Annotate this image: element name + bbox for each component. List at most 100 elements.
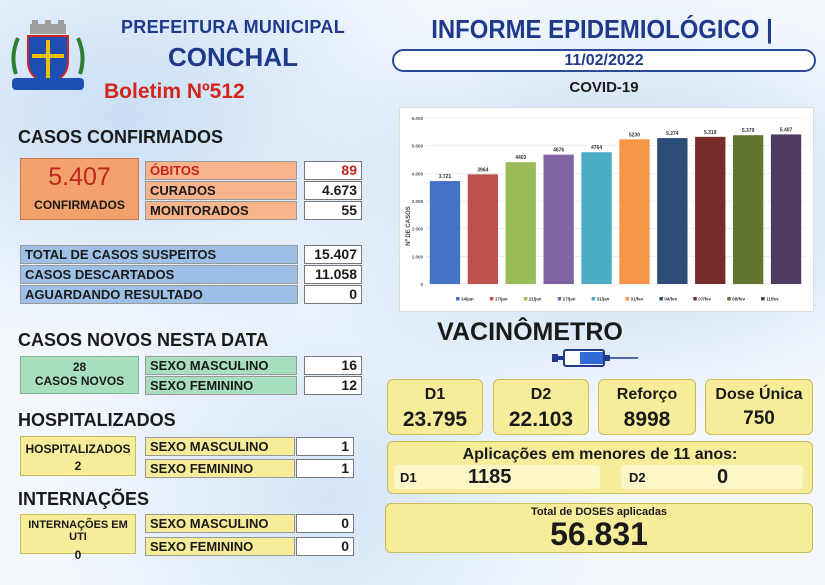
legend-label: 31/jan [597,297,610,302]
legend-label: 04/fev [664,297,677,302]
minors-d1-value: 1185 [468,466,512,488]
new-male-label: SEXO MASCULINO [145,356,297,375]
icu-female-value: 0 [296,537,354,556]
section-new-cases: CASOS NOVOS NESTA DATA [18,330,269,350]
legend-label: 14/jan [461,297,474,302]
bar [770,134,802,284]
legend-swatch [693,297,697,301]
legend-swatch [659,297,663,301]
bar-value-label: 5.407 [780,127,793,133]
deaths-value: 89 [304,161,362,180]
bar [732,135,764,284]
icu-count: 0 [74,548,82,562]
y-tick-label: 2.000 [412,227,424,232]
chart-title: COVID-19 [569,79,639,96]
bar [505,162,536,284]
legend-swatch [727,297,731,301]
legend-label: 07/fev [698,297,711,302]
new-cases-box: 28 CASOS NOVOS [20,356,139,394]
total-doses-card: Total de DOSES aplicadas 56.831 [385,503,813,553]
legend-label: 01/fev [631,297,644,302]
minors-d1-row: D1 1185 [394,465,600,489]
legend-label: 27/jan [563,297,576,302]
bar-value-label: 5.274 [666,131,679,137]
vaccine-single-label: Dose Única [715,386,803,403]
bar [429,181,461,284]
bar-value-label: 4676 [553,148,564,154]
bar [619,139,650,284]
legend-swatch [591,297,596,301]
discarded-value: 11.058 [304,265,362,284]
confirmed-total: 5.407 [48,163,111,191]
y-tick-label: 1.000 [412,254,424,259]
section-confirmed: CASOS CONFIRMADOS [18,127,224,147]
suspects-total-value: 15.407 [304,245,362,264]
deaths-label: ÓBITOS [145,161,297,180]
monitored-label: MONITORADOS [145,201,297,220]
new-male-value: 16 [304,356,362,375]
vaccine-booster-card: Reforço 8998 [598,379,696,435]
minors-d2-label: D2 [629,470,646,485]
bar-value-label: 3964 [477,167,488,173]
legend-label: 21/jan [529,297,542,302]
cured-value: 4.673 [304,181,362,200]
legend-swatch [761,297,765,301]
bar [581,152,612,284]
hospitalized-label: HOSPITALIZADOS [25,442,131,456]
city-coat-of-arms [6,16,90,94]
bar-value-label: 5.379 [742,128,755,134]
bar-value-label: 4764 [591,145,602,151]
vaccine-single-card: Dose Única 750 [705,379,813,435]
bar [467,174,499,284]
vaccine-d1-card: D1 23.795 [387,379,483,435]
y-tick-label: 5.000 [412,144,424,149]
y-tick-label: 6.000 [412,116,424,121]
confirmed-label: CONFIRMADOS [34,198,125,212]
vaccine-d2-value: 22.103 [508,408,574,431]
cases-chart-panel: Nº DE CASOS 0 1.000 2.000 3.000 4.000 5.000 6.… [399,107,814,312]
pending-value: 0 [304,285,362,304]
report-date: 11/02/2022 [392,49,816,72]
y-tick-label: 3.000 [412,199,424,204]
section-hospitalized: HOSPITALIZADOS [18,410,176,430]
hospitalized-count: 2 [74,459,82,473]
bar-value-label: 3.721 [439,174,452,180]
legend-swatch [625,297,629,301]
vaccine-d2-label: D2 [530,386,552,403]
vaccine-d1-label: D1 [424,386,446,403]
vaccine-booster-label: Reforço [616,386,678,403]
icu-male-value: 0 [296,514,354,533]
hospitalized-box: HOSPITALIZADOS 2 [20,436,136,476]
icu-male-label: SEXO MASCULINO [145,514,295,533]
new-female-label: SEXO FEMININO [145,376,297,395]
minors-title: Aplicações em menores de 11 anos: [462,446,738,463]
legend-swatch [489,297,494,301]
confirmed-total-box: 5.407 CONFIRMADOS [20,158,139,220]
minors-d2-row: D2 0 [621,465,803,489]
icu-female-label: SEXO FEMININO [145,537,295,556]
hosp-female-label: SEXO FEMININO [145,459,295,478]
bar-value-label: 5.319 [704,130,717,136]
hosp-female-value: 1 [296,459,354,478]
new-female-value: 12 [304,376,362,395]
total-doses-value: 56.831 [550,516,648,552]
legend-label: 17/jan [495,297,508,302]
section-icu: INTERNAÇÕES [18,489,150,509]
municipality-name: PREFEITURA MUNICIPAL [121,17,345,37]
vaccinometer-title: VACINÔMETRO [437,318,623,346]
bar [657,138,688,284]
vaccine-d1-value: 23.795 [402,408,468,431]
cases-bar-chart: Nº DE CASOS 0 1.000 2.000 3.000 4.000 5.000 6.… [406,116,805,302]
legend-label: 08/fev [732,297,745,302]
y-tick-label: 0 [420,282,423,287]
chart-y-label: Nº DE CASOS [406,206,412,246]
bar [543,154,574,284]
legend-label: 11/fev [766,297,779,302]
discarded-label: CASOS DESCARTADOS [20,265,298,284]
bulletin-number: Boletim Nº512 [104,80,245,103]
new-cases-count: 28 [72,360,87,374]
total-doses-label: Total de DOSES aplicadas [530,506,668,518]
bar-value-label: 4403 [515,155,526,161]
y-tick-label: 4.000 [412,171,424,176]
legend-swatch [557,297,562,301]
